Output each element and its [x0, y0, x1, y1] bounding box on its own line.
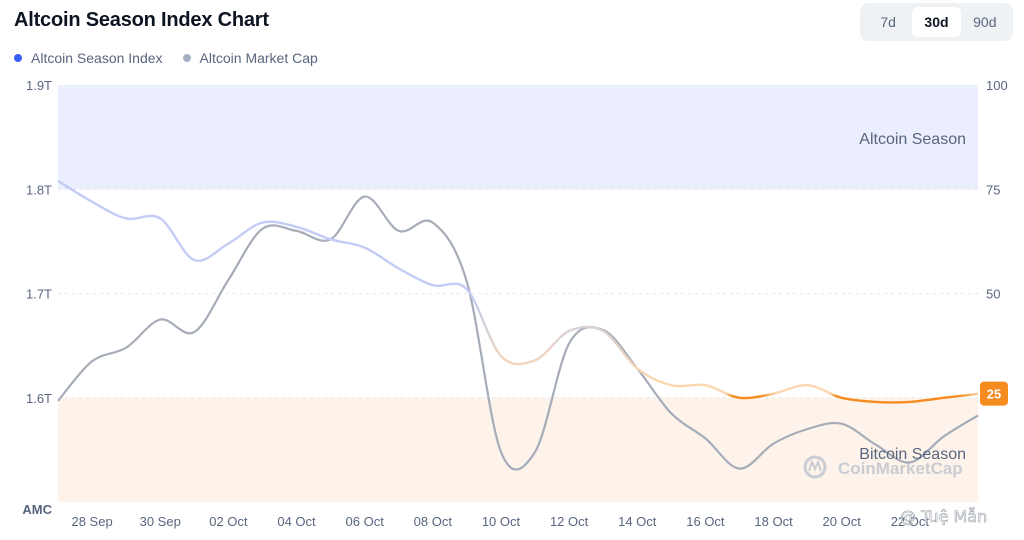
right-axis-tick: 75 [986, 182, 1000, 197]
legend-label-index: Altcoin Season Index [31, 50, 163, 66]
current-value-badge [980, 381, 1008, 406]
x-axis-tick: 10 Oct [482, 514, 521, 529]
left-axis-tick: 1.9T [26, 78, 52, 93]
x-axis-tick: 30 Sep [140, 514, 181, 529]
left-axis-tick: 1.8T [26, 182, 52, 197]
x-axis-tick: 18 Oct [754, 514, 793, 529]
right-axis-tick: 100 [986, 78, 1008, 93]
left-axis-tick: 1.7T [26, 287, 52, 302]
watermark: CoinMarketCap [803, 455, 963, 479]
legend-dot-index [14, 54, 22, 62]
zone-label-altcoin-season: Altcoin Season [859, 131, 966, 148]
time-range-selector: 7d 30d 90d [860, 3, 1013, 41]
zone-label-bitcoin-season: Bitcoin Season [859, 446, 966, 463]
legend-label-market-cap: Altcoin Market Cap [199, 50, 318, 66]
x-axis-tick: 20 Oct [823, 514, 862, 529]
range-7d-button[interactable]: 7d [880, 14, 896, 30]
x-axis-tick: 14 Oct [618, 514, 657, 529]
x-axis-tick: 16 Oct [686, 514, 725, 529]
left-axis-tick: 1.6T [26, 391, 52, 406]
x-axis-tick: 04 Oct [277, 514, 316, 529]
range-30d-button[interactable]: 30d [912, 7, 961, 37]
legend-dot-market-cap [182, 54, 191, 62]
legend-item-altcoin-market-cap[interactable]: Altcoin Market Cap [182, 50, 318, 66]
chart-title: Altcoin Season Index Chart [14, 9, 269, 31]
current-value-text: 25 [987, 387, 1001, 402]
x-axis-tick: 22 Oct [891, 514, 930, 529]
x-axis-tick: 08 Oct [414, 514, 453, 529]
x-axis-tick: 28 Sep [71, 514, 112, 529]
right-axis-tick: 50 [986, 287, 1000, 302]
legend-item-altcoin-season-index[interactable]: Altcoin Season Index [14, 50, 163, 66]
watermark-text: CoinMarketCap [838, 459, 963, 478]
x-axis-tick: 12 Oct [550, 514, 589, 529]
cmc-logo-mark [808, 459, 822, 472]
range-90d-button[interactable]: 90d [973, 14, 997, 30]
x-axis-tick: 02 Oct [209, 514, 248, 529]
zone-band-0 [58, 85, 978, 190]
series-line-altcoin-market-cap [57, 195, 979, 471]
zone-band-1 [58, 397, 978, 502]
left-axis-label: AMC [22, 502, 52, 517]
series-line-altcoin-season-index [57, 179, 979, 404]
x-axis-tick: 06 Oct [346, 514, 385, 529]
author-credit: @ Tuệ Mẫn [900, 507, 987, 526]
chart-legend: Altcoin Season Index Altcoin Market Cap [14, 50, 318, 66]
cmc-logo-icon [803, 455, 827, 479]
